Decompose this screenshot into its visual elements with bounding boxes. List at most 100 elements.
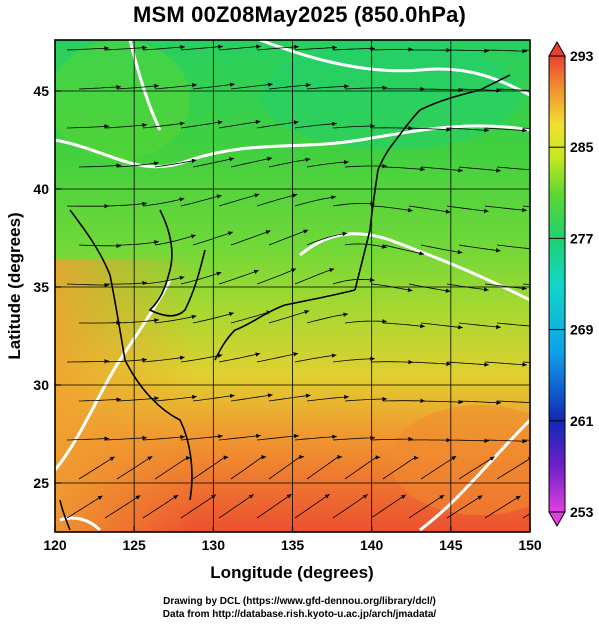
colorbar-scale	[548, 55, 566, 513]
streamline	[458, 244, 501, 252]
streamline	[458, 322, 501, 328]
streamline-arrow	[135, 495, 141, 500]
streamline-arrow	[217, 353, 223, 358]
streamline	[294, 493, 330, 519]
streamline	[484, 361, 527, 366]
streamline	[446, 127, 489, 131]
streamline-arrow	[255, 119, 261, 125]
streamline-arrow	[483, 208, 489, 214]
colorbar-tick-label: 277	[570, 230, 594, 246]
streamline	[142, 46, 185, 51]
streamline	[446, 495, 483, 519]
streamline	[294, 196, 336, 207]
streamline	[446, 49, 490, 52]
streamline-arrow	[400, 494, 406, 499]
streamline-arrow	[446, 361, 451, 367]
streamline	[382, 244, 425, 255]
streamline	[408, 127, 452, 131]
streamline-arrow	[104, 46, 109, 51]
streamline-arrow	[299, 454, 304, 460]
streamline	[78, 86, 121, 90]
streamline-arrow	[375, 455, 381, 460]
streamline	[294, 354, 337, 363]
streamline-arrow	[109, 456, 115, 461]
streamline	[230, 456, 267, 480]
streamline	[306, 85, 349, 90]
streamline-arrow	[104, 124, 109, 129]
streamline-arrow	[566, 457, 571, 461]
streamline	[104, 124, 147, 129]
streamline-arrow	[458, 168, 463, 173]
streamline-arrow	[142, 357, 147, 363]
streamline	[230, 230, 271, 246]
streamline	[332, 493, 368, 519]
streamline-arrow	[305, 393, 311, 398]
streamline-arrow	[457, 249, 463, 255]
streamline-arrow	[534, 324, 539, 328]
korea-coast	[148, 209, 206, 317]
streamline-arrow	[265, 230, 271, 235]
streamline-arrow	[458, 325, 463, 330]
streamline-arrow	[154, 161, 159, 166]
streamline	[66, 438, 110, 441]
streamline	[484, 49, 528, 52]
streamline-arrow	[192, 83, 197, 88]
streamline	[66, 125, 110, 129]
streamline	[294, 47, 337, 51]
streamline	[218, 493, 254, 519]
streamline	[192, 456, 229, 480]
streamline-arrow	[255, 352, 261, 357]
streamline	[420, 88, 464, 91]
streamline	[458, 456, 495, 480]
streamline-arrow	[286, 494, 292, 499]
streamline	[370, 49, 413, 51]
streamline-arrow	[180, 434, 185, 440]
streamline-arrow	[382, 319, 387, 324]
streamline-arrow	[483, 287, 489, 292]
streamline	[154, 159, 197, 168]
streamline-arrow	[267, 393, 273, 398]
streamline-arrow	[344, 160, 349, 165]
streamline	[370, 438, 413, 441]
streamline-arrow	[495, 248, 501, 253]
streamline-arrow	[381, 244, 387, 249]
streamline-arrow	[179, 275, 185, 281]
streamline	[446, 361, 489, 366]
streamline-arrow	[185, 455, 191, 461]
streamline-arrow	[331, 195, 336, 200]
streamline	[218, 120, 261, 129]
colorbar-bottom-arrow	[548, 511, 566, 528]
taiwan-coast	[59, 499, 71, 531]
streamline	[218, 193, 260, 207]
streamline-arrow	[229, 82, 235, 87]
colorbar: 293 285 277 269 261 253	[548, 40, 594, 528]
streamline	[458, 400, 502, 404]
streamline-arrow	[484, 362, 489, 367]
streamline	[66, 495, 103, 519]
streamline-arrow	[414, 455, 419, 461]
streamline	[408, 283, 451, 292]
streamline-arrow	[408, 47, 413, 52]
streamline	[268, 456, 304, 480]
streamline-arrow	[362, 494, 368, 499]
streamline	[294, 268, 335, 285]
streamline	[420, 166, 463, 172]
streamline-arrow	[293, 352, 299, 357]
streamline	[458, 166, 501, 172]
streamline-arrow	[419, 251, 424, 256]
streamline	[180, 354, 223, 363]
streamline-arrow	[217, 120, 223, 125]
streamline-arrow	[192, 394, 197, 400]
streamline-arrow	[344, 84, 349, 89]
streamline	[408, 205, 451, 213]
streamline	[116, 455, 153, 480]
streamline	[496, 166, 530, 171]
streamline	[382, 457, 419, 480]
streamline	[268, 394, 311, 402]
streamline	[154, 84, 197, 90]
streamline-arrow	[248, 494, 254, 499]
streamline-arrow	[344, 394, 349, 400]
streamline-arrow	[229, 157, 235, 162]
streamline	[344, 320, 387, 324]
